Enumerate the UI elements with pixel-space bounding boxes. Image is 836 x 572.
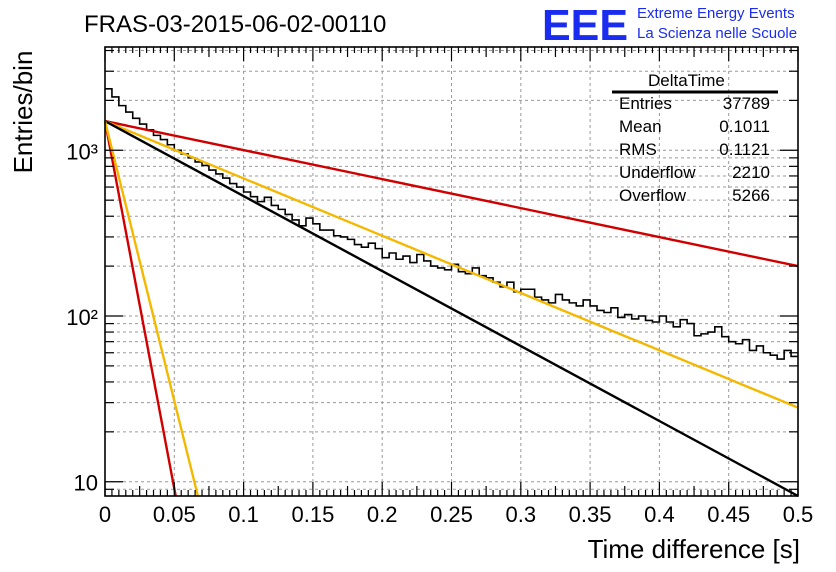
tick-labels: 0 0.05 0.1 0.15 0.2 0.25 0.3 0.35 0.4 0.45 0.5 10 10… <box>66 139 813 527</box>
grid-lines <box>105 47 798 496</box>
x-tick-label: 0.3 <box>506 502 537 527</box>
x-tick-label: 0.2 <box>367 502 398 527</box>
y-axis-title: Entries/bin <box>8 51 38 174</box>
logo-line-2: La Scienza nelle Scuole <box>637 25 797 42</box>
stats-value: 0.1121 <box>719 140 770 159</box>
x-tick-label: 0.15 <box>291 502 334 527</box>
logo-line-1: Extreme Energy Events <box>637 5 795 22</box>
fit-line-1 <box>104 119 799 268</box>
fit-lines-layer <box>103 119 799 498</box>
x-axis-title: Time difference [s] <box>588 534 800 564</box>
x-tick-label: 0.5 <box>783 502 814 527</box>
stats-label: Overflow <box>619 186 687 205</box>
y-tick-label: 10² <box>66 305 98 330</box>
fit-line-2 <box>104 119 799 409</box>
stats-value: 2210 <box>732 163 770 182</box>
plot-frame <box>104 46 799 497</box>
histogram-layer <box>105 87 798 360</box>
y-tick-label: 10 <box>74 471 98 496</box>
x-tick-label: 0 <box>99 502 111 527</box>
stats-box: DeltaTime Entries 37789 Mean 0.1011 RMS 0.112… <box>612 71 778 205</box>
stats-label: Mean <box>619 117 662 136</box>
y-tick-label: 10³ <box>66 139 98 164</box>
stats-value: 5266 <box>732 186 770 205</box>
logo-mark: EEE <box>542 1 628 50</box>
stats-label: Underflow <box>619 163 696 182</box>
x-tick-label: 0.35 <box>569 502 612 527</box>
stats-value: 37789 <box>723 94 770 113</box>
stats-label: RMS <box>619 140 657 159</box>
x-tick-label: 0.25 <box>430 502 473 527</box>
fit-line-3 <box>104 120 799 498</box>
histogram-deltatime <box>105 87 798 360</box>
stats-label: Entries <box>619 94 672 113</box>
eee-logo: EEE Extreme Energy Events La Scienza nel… <box>542 1 797 50</box>
plot-title: FRAS-03-2015-06-02-00110 <box>84 11 386 38</box>
stats-value: 0.1011 <box>719 117 770 136</box>
x-tick-label: 0.45 <box>707 502 750 527</box>
x-tick-label: 0.05 <box>153 502 196 527</box>
x-tick-label: 0.1 <box>228 502 259 527</box>
stats-title: DeltaTime <box>648 71 725 90</box>
x-tick-label: 0.4 <box>644 502 675 527</box>
fit-line-4 <box>103 120 177 497</box>
fit-line-5 <box>103 120 200 497</box>
